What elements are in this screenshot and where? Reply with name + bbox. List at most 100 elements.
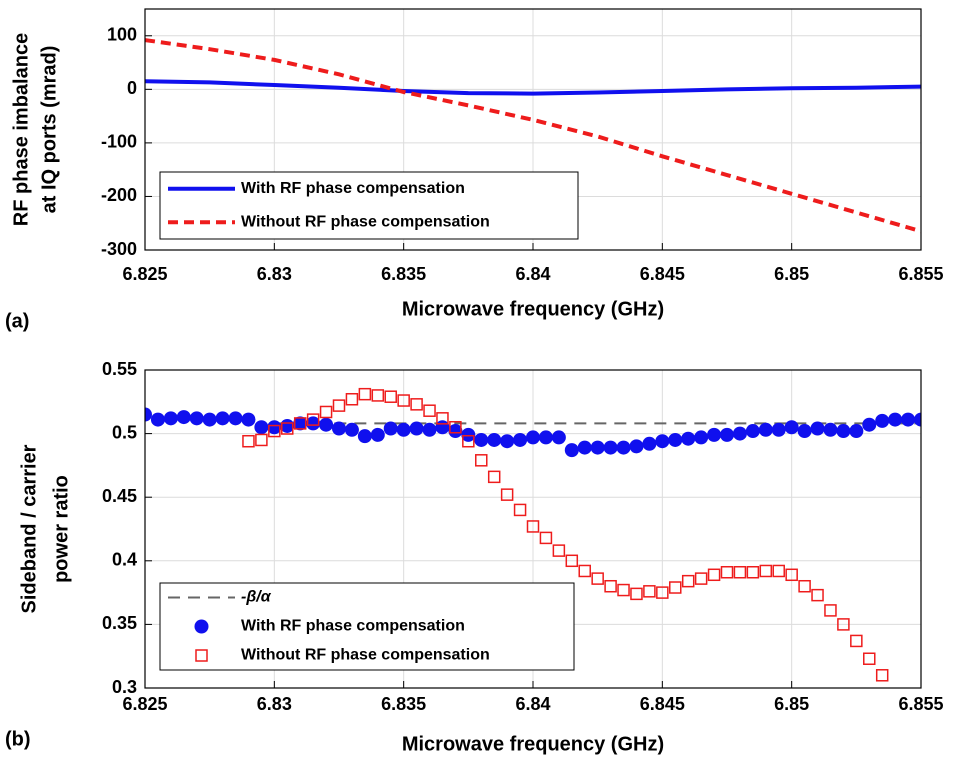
data-point bbox=[745, 424, 760, 439]
data-point bbox=[849, 424, 864, 439]
data-point bbox=[306, 413, 320, 426]
data-point bbox=[643, 585, 656, 598]
data-point bbox=[461, 427, 476, 442]
x-tick-label: 6.84 bbox=[515, 694, 550, 714]
data-point bbox=[526, 520, 540, 533]
data-point bbox=[862, 417, 877, 432]
data-point bbox=[215, 411, 230, 426]
data-point bbox=[656, 586, 669, 599]
data-point bbox=[332, 399, 346, 412]
y-axis-label: Sideband / carrier bbox=[18, 444, 40, 613]
y-tick-label: -200 bbox=[101, 185, 137, 205]
data-point bbox=[694, 572, 708, 585]
data-point bbox=[189, 411, 204, 426]
x-tick-label: 6.825 bbox=[122, 264, 167, 284]
legend-swatch bbox=[194, 619, 209, 634]
data-point bbox=[759, 564, 773, 578]
data-point bbox=[370, 427, 385, 442]
data-point bbox=[538, 430, 553, 445]
data-point bbox=[824, 604, 837, 617]
legend-label: Without RF phase compensation bbox=[241, 213, 490, 230]
x-tick-label: 6.83 bbox=[257, 264, 292, 284]
data-point bbox=[603, 440, 618, 455]
data-point bbox=[746, 565, 760, 579]
data-point bbox=[901, 412, 916, 427]
y-tick-label: 0.35 bbox=[102, 613, 137, 633]
y-axis-label: at IQ ports (mrad) bbox=[38, 46, 60, 214]
data-point bbox=[474, 432, 489, 447]
data-point bbox=[681, 574, 695, 588]
data-point bbox=[707, 427, 722, 442]
legend-label: -β/α bbox=[241, 589, 272, 606]
data-point bbox=[255, 433, 268, 447]
y-tick-label: -100 bbox=[101, 132, 137, 152]
data-point bbox=[630, 587, 643, 601]
x-tick-label: 6.835 bbox=[381, 694, 426, 714]
data-point bbox=[771, 422, 786, 437]
legend-swatch bbox=[195, 649, 208, 662]
data-point bbox=[513, 503, 527, 517]
data-point bbox=[577, 440, 592, 455]
data-point bbox=[694, 430, 709, 445]
y-tick-label: 0.5 bbox=[112, 422, 137, 442]
data-point bbox=[487, 470, 501, 484]
data-point bbox=[254, 420, 269, 435]
data-point bbox=[668, 432, 683, 447]
data-point bbox=[267, 420, 282, 435]
data-point bbox=[590, 440, 605, 455]
data-point bbox=[383, 421, 398, 436]
x-tick-label: 6.845 bbox=[640, 264, 685, 284]
data-point bbox=[281, 422, 294, 435]
x-tick-label: 6.84 bbox=[515, 264, 550, 284]
data-point bbox=[475, 454, 488, 467]
data-point bbox=[306, 416, 321, 431]
data-point bbox=[293, 417, 307, 430]
data-point bbox=[655, 434, 670, 449]
data-point bbox=[410, 398, 423, 411]
data-point bbox=[591, 572, 604, 585]
data-point bbox=[875, 413, 890, 428]
data-point bbox=[565, 554, 579, 568]
data-point bbox=[145, 407, 152, 422]
data-point bbox=[617, 583, 630, 597]
data-point bbox=[914, 412, 921, 427]
x-tick-label: 6.85 bbox=[774, 694, 809, 714]
y-tick-label: 0.55 bbox=[102, 359, 137, 379]
series-line bbox=[145, 79, 921, 96]
series-line bbox=[145, 38, 921, 234]
data-point bbox=[371, 389, 385, 402]
data-point bbox=[888, 412, 903, 427]
data-point bbox=[436, 412, 449, 425]
data-point bbox=[500, 434, 515, 449]
data-point bbox=[150, 412, 165, 427]
data-point bbox=[422, 422, 437, 437]
x-axis-label: Microwave frequency (GHz) bbox=[402, 298, 664, 320]
data-point bbox=[772, 564, 785, 578]
x-tick-label: 6.845 bbox=[640, 694, 685, 714]
data-point bbox=[823, 422, 838, 437]
series-layer bbox=[145, 387, 921, 682]
data-point bbox=[578, 564, 591, 578]
data-point bbox=[604, 579, 617, 593]
data-point bbox=[500, 488, 514, 501]
y-axis-label: RF phase imbalance bbox=[10, 33, 32, 226]
data-point bbox=[785, 568, 798, 582]
data-point bbox=[810, 421, 825, 436]
data-point bbox=[487, 432, 502, 447]
x-axis-label: Microwave frequency (GHz) bbox=[402, 733, 664, 755]
x-tick-label: 6.83 bbox=[257, 694, 292, 714]
axes-box bbox=[144, 369, 922, 689]
data-point bbox=[268, 424, 281, 438]
y-tick-label: 0.45 bbox=[102, 486, 137, 506]
data-point bbox=[345, 393, 359, 406]
data-point bbox=[863, 652, 876, 665]
data-point bbox=[384, 390, 397, 403]
data-point bbox=[551, 430, 566, 445]
legend-box bbox=[159, 171, 579, 240]
data-point bbox=[228, 411, 243, 426]
data-point bbox=[720, 427, 734, 442]
data-point bbox=[319, 417, 334, 432]
legend-label: Without RF phase compensation bbox=[241, 647, 490, 664]
data-point bbox=[526, 430, 540, 445]
